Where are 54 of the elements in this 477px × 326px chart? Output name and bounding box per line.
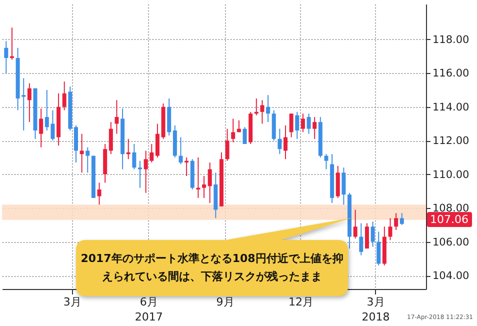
candlestick bbox=[266, 94, 270, 123]
candlestick bbox=[74, 124, 78, 164]
candlestick bbox=[300, 113, 305, 133]
candlestick bbox=[342, 167, 346, 206]
y-tick-label: 118.00 bbox=[432, 34, 470, 46]
candlestick bbox=[284, 124, 288, 160]
candlestick bbox=[108, 122, 113, 155]
candlestick bbox=[138, 160, 142, 188]
candlestick bbox=[80, 133, 84, 174]
candlestick bbox=[4, 40, 8, 74]
y-tick-label: 104.00 bbox=[432, 270, 470, 282]
candlestick bbox=[370, 221, 375, 248]
x-tick-label: 3月 2018 bbox=[362, 296, 390, 324]
annotation: 2017年のサポート水準となる108円付近で上値を抑えられている間は、下落リスクが残ったまま bbox=[80, 251, 344, 285]
candlestick bbox=[27, 82, 32, 123]
candlestick bbox=[242, 126, 247, 144]
candlestick bbox=[289, 113, 294, 138]
candlestick bbox=[178, 136, 183, 165]
candlestick bbox=[86, 146, 90, 174]
candlestick bbox=[353, 209, 358, 239]
candlestick bbox=[155, 123, 160, 158]
candlestick bbox=[225, 128, 230, 162]
candlestick bbox=[260, 100, 264, 124]
y-tick-label: 114.00 bbox=[432, 101, 470, 114]
candlestick bbox=[364, 222, 369, 250]
candlestick bbox=[312, 116, 317, 140]
candlestick bbox=[324, 154, 328, 170]
candlestick bbox=[97, 182, 102, 206]
y-tick-label: 106.00 bbox=[432, 236, 470, 248]
candlestick bbox=[376, 231, 381, 266]
x-tick-label: 6月 2017 bbox=[134, 296, 163, 324]
y-tick-label: 110.00 bbox=[432, 168, 470, 181]
x-tick-label: 3月 bbox=[63, 296, 82, 308]
candlestick bbox=[62, 81, 66, 111]
candlestick bbox=[278, 128, 282, 155]
x-tick-label: 9月 bbox=[216, 296, 234, 308]
candlestick bbox=[39, 108, 44, 148]
candlestick bbox=[359, 222, 364, 256]
candlestick bbox=[132, 143, 136, 170]
y-tick-label: 112.00 bbox=[432, 135, 470, 148]
candlestick bbox=[336, 165, 340, 198]
candlestick bbox=[202, 176, 206, 198]
candlestick bbox=[400, 212, 404, 226]
candlestick bbox=[295, 111, 300, 140]
y-tick-label: 108.00 bbox=[432, 202, 470, 215]
candlestick bbox=[388, 218, 392, 241]
candlestick bbox=[231, 118, 236, 143]
y-tick-label: 116.00 bbox=[432, 68, 470, 80]
candlestick bbox=[114, 100, 119, 134]
candlestick bbox=[306, 113, 311, 134]
x-tick-label: 12月 bbox=[288, 296, 314, 308]
candlestick bbox=[208, 162, 212, 204]
candlestick bbox=[394, 212, 398, 230]
annotation: 107.06 bbox=[427, 212, 472, 228]
